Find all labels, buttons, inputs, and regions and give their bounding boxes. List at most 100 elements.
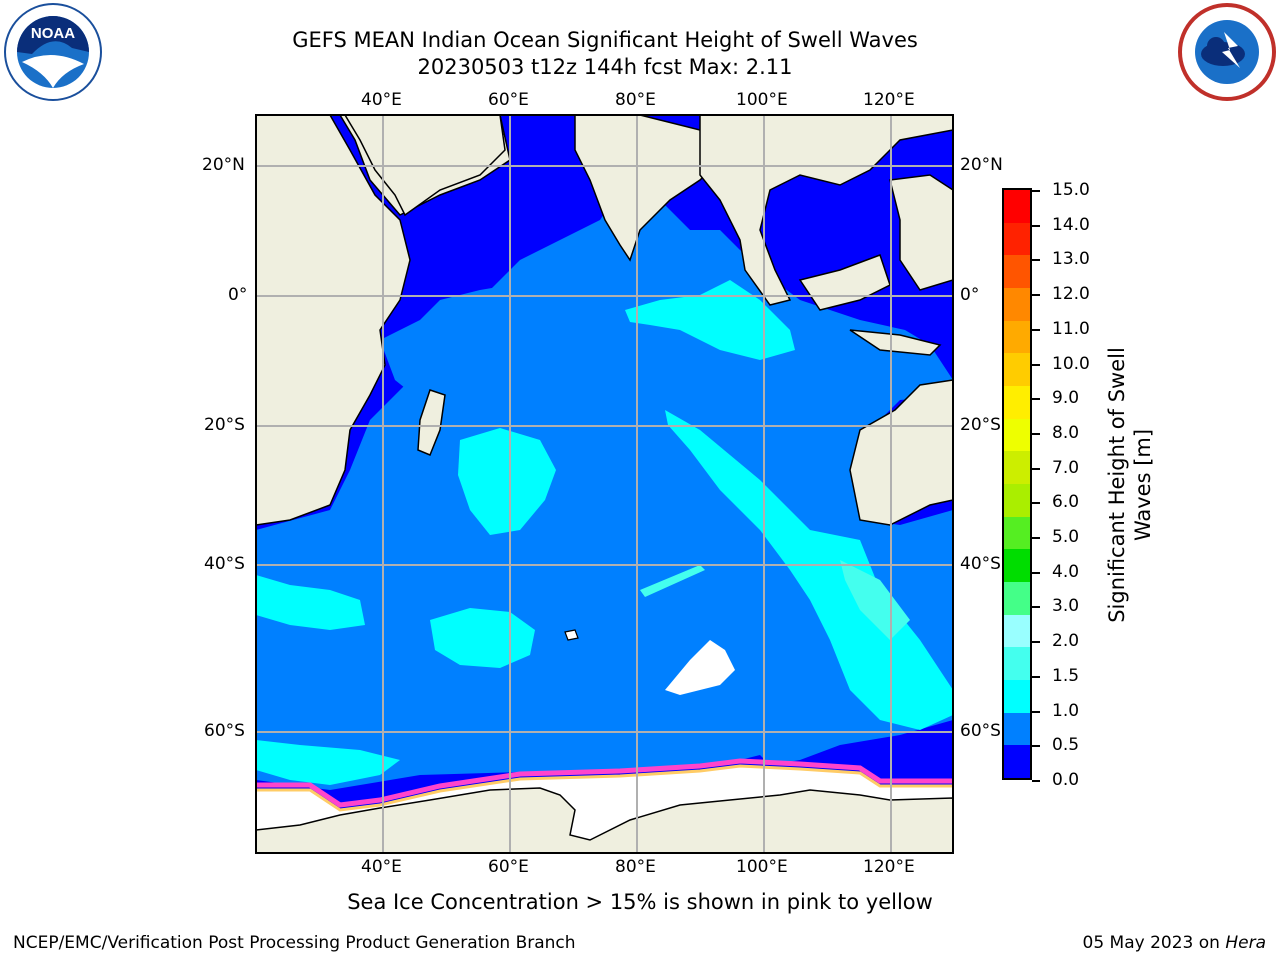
lat-label-right-60s: 60°S (960, 721, 1001, 741)
colorbar-segment (1004, 548, 1030, 582)
colorbar-tick-label: 4.0 (1052, 561, 1080, 582)
lon-label-bottom-60e: 60°E (488, 857, 529, 877)
colorbar-tick-mark (1032, 328, 1040, 331)
colorbar-tick-label: 3.0 (1052, 596, 1080, 617)
colorbar-tick-mark (1032, 641, 1040, 644)
chart-title: GEFS MEAN Indian Ocean Significant Heigh… (292, 28, 918, 52)
date-text: 05 May 2023 on (1082, 933, 1220, 953)
ocean-blank-patch (665, 640, 735, 695)
colorbar-segment (1004, 646, 1030, 680)
colorbar-segment (1004, 581, 1030, 615)
noaa-logo: NOAA (4, 3, 102, 101)
date-line: 05 May 2023 on Hera (1083, 933, 1267, 953)
colorbar-tick-mark (1032, 537, 1040, 540)
madagascar-land (417, 389, 446, 456)
lon-label-bottom-40e: 40°E (361, 857, 402, 877)
colorbar-segment (1004, 254, 1030, 288)
lon-label-bottom-120e: 120°E (863, 857, 915, 877)
sea-ice-edge-inner (256, 764, 953, 812)
colorbar-tick-label: 0.5 (1052, 735, 1080, 756)
colorbar-tick-label: 7.0 (1052, 457, 1080, 478)
antarctica-land (256, 787, 953, 853)
kerguelen-land (564, 629, 579, 641)
nws-logo (1178, 3, 1276, 101)
colorbar-segment (1004, 483, 1030, 517)
colorbar-segment (1004, 352, 1030, 386)
colorbar-segment (1004, 287, 1030, 321)
map-border (255, 114, 954, 854)
colorbar-tick-label: 11.0 (1052, 318, 1090, 339)
colorbar-tick-label: 13.0 (1052, 249, 1090, 270)
lon-label-top-40e: 40°E (361, 90, 402, 110)
colorbar-label-line1: Significant Height of Swell (1105, 347, 1129, 623)
colorbar-tick-mark (1032, 294, 1040, 297)
lon-label-top-60e: 60°E (488, 90, 529, 110)
lat-label-left-0: 0° (228, 285, 248, 305)
colorbar-tick-label: 14.0 (1052, 214, 1090, 235)
lat-label-left-20n: 20°N (202, 155, 245, 175)
colorbar-tick-label: 9.0 (1052, 388, 1080, 409)
lat-label-left-60s: 60°S (204, 721, 245, 741)
colorbar-tick-mark (1032, 606, 1040, 609)
colorbar-segment (1004, 614, 1030, 648)
colorbar-segment (1004, 418, 1030, 452)
colorbar-segment (1004, 450, 1030, 484)
lon-label-bottom-100e: 100°E (736, 857, 788, 877)
swell-cyan-streak (640, 565, 705, 597)
colorbar-label-line2: Waves [m] (1131, 428, 1155, 542)
colorbar-tick-label: 1.5 (1052, 665, 1080, 686)
colorbar-tick-label: 8.0 (1052, 422, 1080, 443)
colorbar-segment (1004, 385, 1030, 419)
colorbar-tick-label: 0.0 (1052, 770, 1080, 790)
colorbar-tick-mark (1032, 675, 1040, 678)
swell-cyan-southeast-peak (840, 560, 910, 640)
lon-label-top-120e: 120°E (863, 90, 915, 110)
chart-subtitle: 20230503 t12z 144h fcst Max: 2.11 (417, 55, 793, 79)
colorbar-tick-label: 12.0 (1052, 284, 1090, 305)
lat-label-right-20s: 20°S (960, 415, 1001, 435)
colorbar-tick-mark (1032, 502, 1040, 505)
colorbar-segment (1004, 679, 1030, 713)
colorbar-tick-label: 6.0 (1052, 492, 1080, 513)
colorbar-tick-mark (1032, 398, 1040, 401)
host-name: Hera (1225, 933, 1266, 953)
colorbar-tick-label: 5.0 (1052, 527, 1080, 548)
colorbar-tick-mark (1032, 571, 1040, 574)
colorbar-tick-mark (1032, 190, 1040, 192)
swell-1.0-1.5-region (458, 428, 556, 535)
colorbar-segment (1004, 190, 1030, 223)
swell-cyan-southeast (665, 410, 953, 730)
lon-label-bottom-80e: 80°E (615, 857, 656, 877)
credit-line: NCEP/EMC/Verification Post Processing Pr… (13, 933, 576, 953)
colorbar-tick-mark (1032, 710, 1040, 713)
swell-cyan-east-sumatra (625, 280, 795, 360)
swell-cyan-south-ice-edge (256, 740, 400, 785)
lon-label-top-100e: 100°E (736, 90, 788, 110)
colorbar-tick-mark (1032, 467, 1040, 470)
lon-label-top-80e: 80°E (615, 90, 656, 110)
colorbar-segment (1004, 712, 1030, 746)
colorbar-tick-label: 10.0 (1052, 353, 1090, 374)
swell-central-band (500, 380, 830, 700)
lat-label-left-20s: 20°S (204, 415, 245, 435)
colorbar-tick-label: 1.0 (1052, 700, 1080, 721)
colorbar-tick-mark (1032, 224, 1040, 227)
colorbar-tick-mark (1032, 432, 1040, 435)
noaa-logo-text: NOAA (31, 25, 75, 42)
map-graticule (256, 115, 953, 853)
colorbar-segment (1004, 744, 1030, 778)
lat-label-right-40s: 40°S (960, 554, 1001, 574)
colorbar-tick-mark (1032, 363, 1040, 366)
sea-ice-edge-outer (256, 758, 953, 808)
sea-ice-note: Sea Ice Concentration > 15% is shown in … (347, 890, 933, 914)
colorbar (1002, 188, 1032, 780)
colorbar-tick-mark (1032, 259, 1040, 262)
colorbar-tick-mark (1032, 780, 1040, 782)
lat-label-left-40s: 40°S (204, 554, 245, 574)
lat-label-right-20n: 20°N (960, 155, 1003, 175)
colorbar-segment (1004, 320, 1030, 354)
swell-northwest-band (380, 260, 740, 420)
swell-cyan-south-central (430, 608, 535, 668)
colorbar-segment (1004, 222, 1030, 256)
